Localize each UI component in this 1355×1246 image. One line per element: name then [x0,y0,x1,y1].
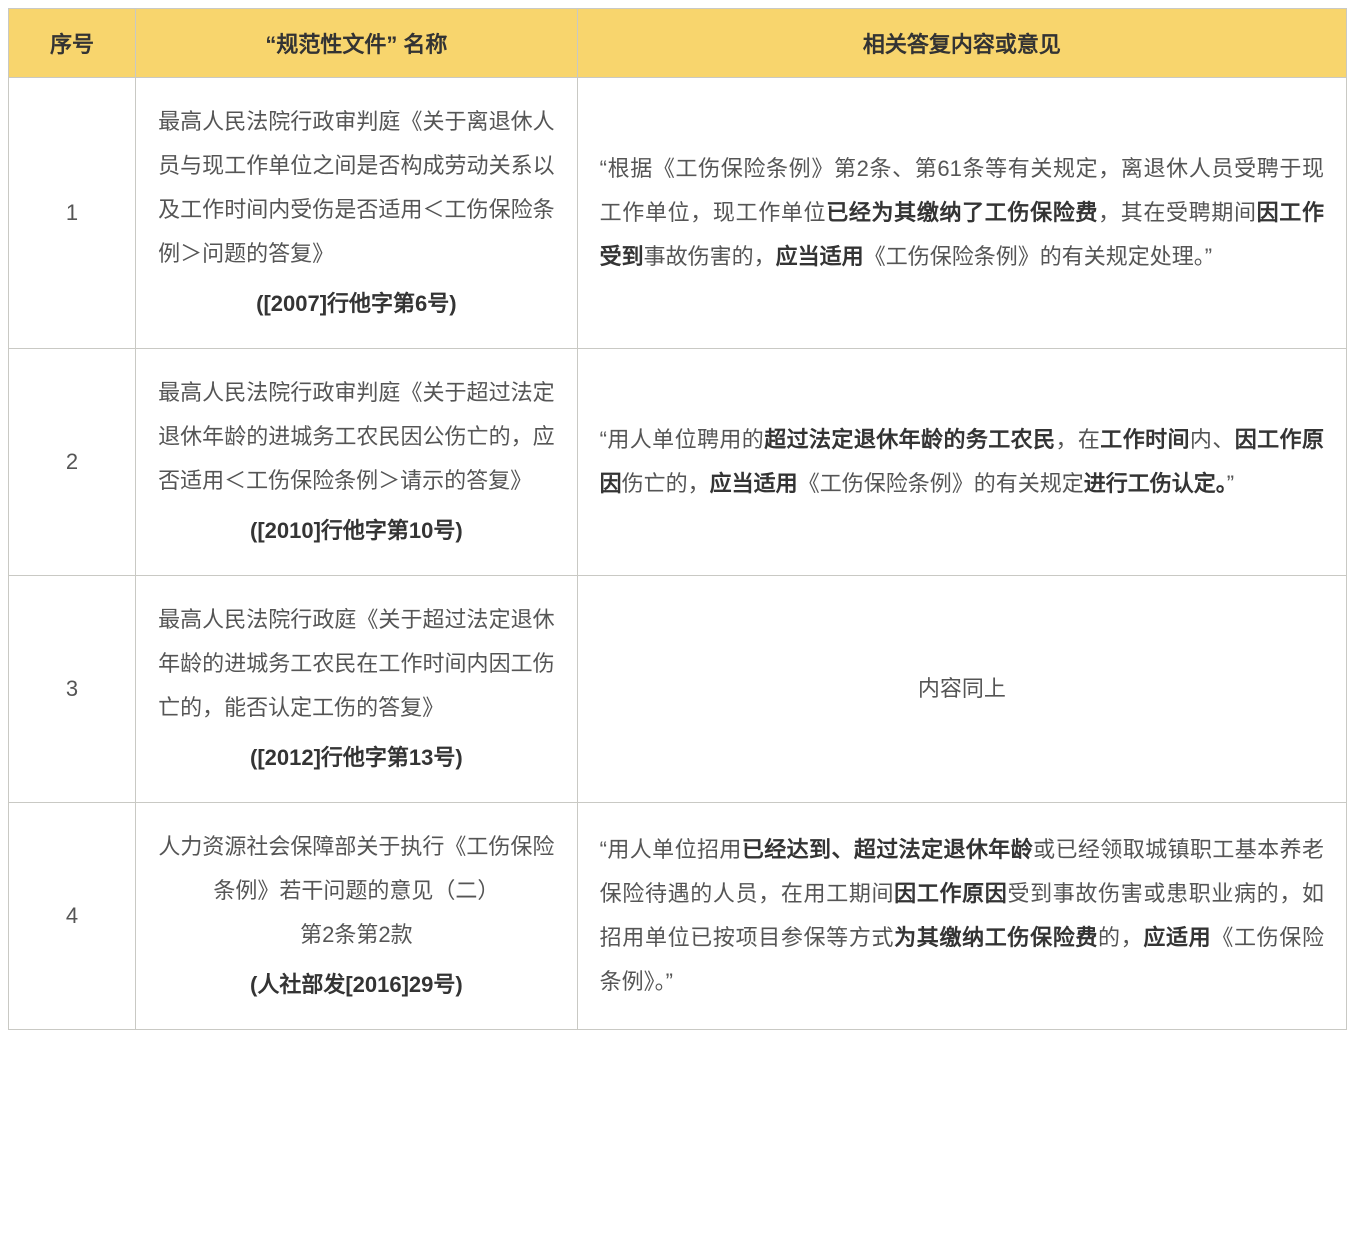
row-document-name: 人力资源社会保障部关于执行《工伤保险条例》若干问题的意见（二）第2条第2款(人社… [136,803,578,1030]
row-reply-content: “用人单位聘用的超过法定退休年龄的务工农民，在工作时间内、因工作原因伤亡的，应当… [577,349,1346,576]
document-number: ([2012]行他字第13号) [158,736,555,780]
header-content: 相关答复内容或意见 [577,9,1346,78]
row-document-name: 最高人民法院行政庭《关于超过法定退休年龄的进城务工农民在工作时间内因工伤亡的，能… [136,576,578,803]
header-name: “规范性文件” 名称 [136,9,578,78]
table-row: 3最高人民法院行政庭《关于超过法定退休年龄的进城务工农民在工作时间内因工伤亡的，… [9,576,1347,803]
table-header-row: 序号 “规范性文件” 名称 相关答复内容或意见 [9,9,1347,78]
row-reply-content: 内容同上 [577,576,1346,803]
regulations-table: 序号 “规范性文件” 名称 相关答复内容或意见 1最高人民法院行政审判庭《关于离… [8,8,1347,1030]
row-index: 2 [9,349,136,576]
table-row: 1最高人民法院行政审判庭《关于离退休人员与现工作单位之间是否构成劳动关系以及工作… [9,78,1347,349]
row-index: 4 [9,803,136,1030]
document-number: ([2007]行他字第6号) [158,282,555,326]
header-index: 序号 [9,9,136,78]
document-number: ([2010]行他字第10号) [158,509,555,553]
row-index: 1 [9,78,136,349]
row-reply-content: “根据《工伤保险条例》第2条、第61条等有关规定，离退休人员受聘于现工作单位，现… [577,78,1346,349]
row-document-name: 最高人民法院行政审判庭《关于离退休人员与现工作单位之间是否构成劳动关系以及工作时… [136,78,578,349]
row-document-name: 最高人民法院行政审判庭《关于超过法定退休年龄的进城务工农民因公伤亡的，应否适用＜… [136,349,578,576]
document-number: (人社部发[2016]29号) [158,963,555,1007]
table-row: 2最高人民法院行政审判庭《关于超过法定退休年龄的进城务工农民因公伤亡的，应否适用… [9,349,1347,576]
table-row: 4人力资源社会保障部关于执行《工伤保险条例》若干问题的意见（二）第2条第2款(人… [9,803,1347,1030]
row-reply-content: “用人单位招用已经达到、超过法定退休年龄或已经领取城镇职工基本养老保险待遇的人员… [577,803,1346,1030]
row-index: 3 [9,576,136,803]
